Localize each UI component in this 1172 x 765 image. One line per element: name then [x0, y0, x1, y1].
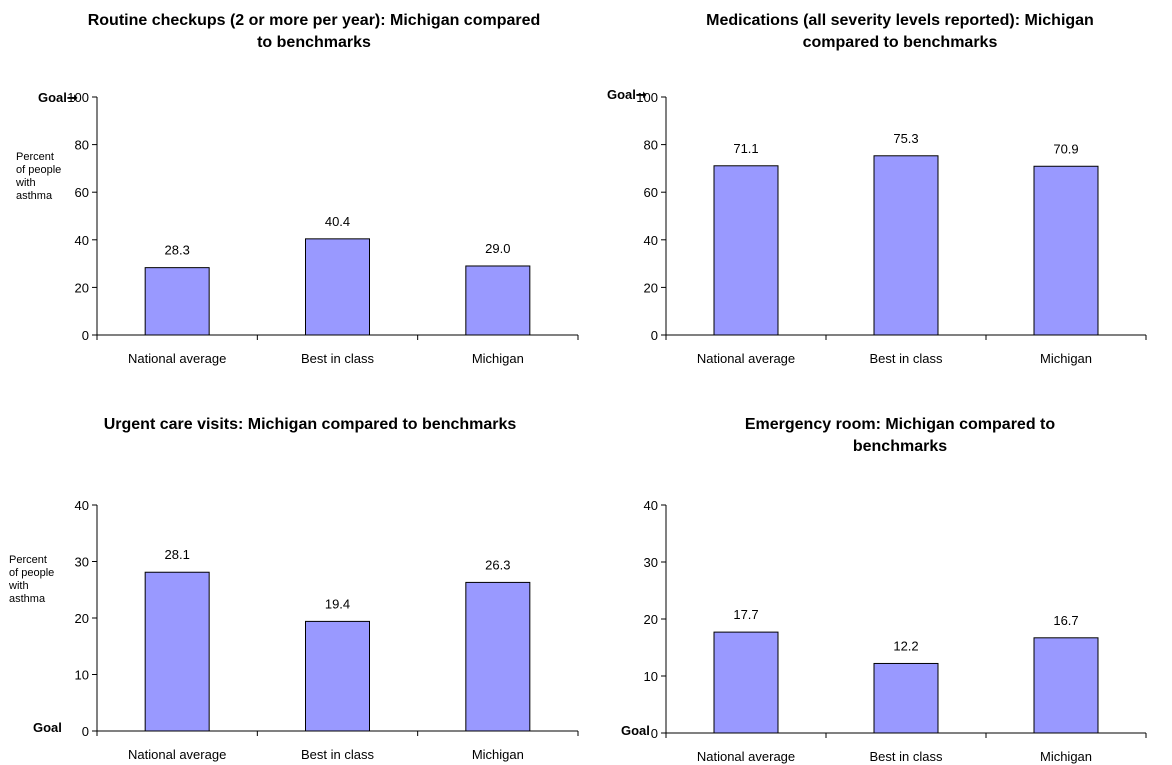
x-tick-label: Michigan [472, 351, 524, 366]
y-tick-label: 0 [651, 328, 658, 343]
data-label: 19.4 [325, 596, 350, 611]
data-label: 29.0 [485, 241, 510, 256]
goal-label: Goal [33, 720, 62, 735]
bar [144, 267, 210, 336]
y-tick-label: 40 [75, 233, 89, 248]
x-tick-label: National average [697, 749, 795, 764]
goal-text: Goal [33, 720, 62, 735]
goal-label: Goal➞ [607, 87, 647, 103]
x-tick-label: National average [697, 351, 795, 366]
data-label: 28.3 [165, 243, 190, 258]
y-tick-label: 0 [651, 726, 658, 741]
goal-label: Goal [621, 723, 650, 738]
bar [305, 620, 370, 732]
bar [1033, 165, 1099, 336]
bar [144, 571, 210, 732]
bar [873, 662, 939, 734]
bar [465, 265, 531, 336]
y-tick-label: 0 [82, 328, 89, 343]
y-tick-label: 10 [75, 668, 89, 683]
y-tick-label: 40 [75, 498, 89, 513]
x-tick-label: Best in class [301, 351, 374, 366]
y-tick-label: 80 [75, 138, 89, 153]
y-tick-label: 20 [75, 611, 89, 626]
goal-label: Goal➞ [38, 90, 78, 106]
y-tick-label: 60 [75, 185, 89, 200]
y-tick-label: 10 [644, 669, 658, 684]
x-tick-label: Best in class [301, 747, 374, 762]
x-tick-label: National average [128, 351, 226, 366]
bar [873, 155, 939, 336]
chart-title: Medications (all severity levels reporte… [706, 12, 1094, 51]
y-tick-label: 100 [67, 90, 89, 105]
y-tick-label: 100 [636, 90, 658, 105]
y-tick-label: 60 [644, 185, 658, 200]
goal-text: Goal [38, 90, 67, 105]
data-label: 16.7 [1053, 613, 1078, 628]
y-tick-label: 40 [644, 498, 658, 513]
y-tick-label: 20 [644, 280, 658, 295]
right-arrow-icon: ➞ [635, 87, 647, 102]
x-tick-label: Michigan [1040, 351, 1092, 366]
data-label: 40.4 [325, 214, 350, 229]
y-tick-label: 20 [75, 280, 89, 295]
bar [713, 631, 779, 734]
bar [713, 165, 779, 336]
data-label: 70.9 [1053, 141, 1078, 156]
data-label: 71.1 [733, 141, 758, 156]
data-label: 75.3 [893, 131, 918, 146]
chart-title: Routine checkups (2 or more per year): M… [87, 12, 541, 51]
goal-text: Goal [607, 87, 636, 102]
y-tick-label: 80 [644, 138, 658, 153]
bar [305, 238, 370, 336]
y-tick-label: 30 [75, 555, 89, 570]
data-label: 17.7 [733, 607, 758, 622]
x-tick-label: National average [128, 747, 226, 762]
y-tick-label: 30 [644, 555, 658, 570]
chart-title: Emergency room: Michigan compared to ben… [744, 416, 1056, 455]
y-tick-label: 0 [82, 724, 89, 739]
y-axis-label: Percent of people with asthma [16, 151, 62, 202]
chart-title: Urgent care visits: Michigan compared to… [103, 416, 517, 433]
y-tick-label: 40 [644, 233, 658, 248]
data-label: 26.3 [485, 557, 510, 572]
y-axis-label: Percent of people with asthma [9, 554, 55, 605]
bar [465, 581, 531, 732]
y-tick-label: 20 [644, 612, 658, 627]
x-tick-label: Michigan [472, 747, 524, 762]
data-label: 12.2 [893, 638, 918, 653]
x-tick-label: Best in class [870, 749, 943, 764]
data-label: 28.1 [165, 547, 190, 562]
goal-text: Goal [621, 723, 650, 738]
x-tick-label: Michigan [1040, 749, 1092, 764]
x-tick-label: Best in class [870, 351, 943, 366]
bar [1033, 637, 1099, 734]
right-arrow-icon: ➞ [66, 90, 78, 105]
